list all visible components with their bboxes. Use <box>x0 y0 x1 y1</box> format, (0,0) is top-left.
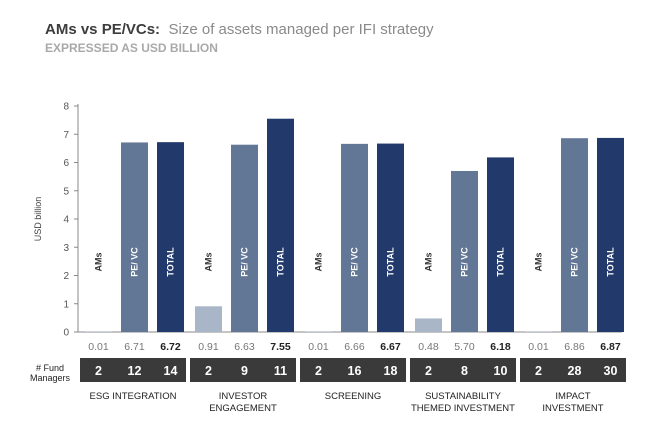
value-labels: 0.01 6.71 6.72 0.91 6.63 7.55 0.01 6.66 6.67 0.48… <box>88 341 621 353</box>
value-label: 0.01 <box>528 341 549 353</box>
category-label: SCREENING <box>325 391 381 402</box>
value-label: 6.86 <box>564 341 585 353</box>
bar-series-label: AMs <box>314 252 324 271</box>
fund-manager-count: 10 <box>494 364 508 378</box>
value-label: 6.67 <box>380 341 401 353</box>
category-label: THEMED INVESTMENT <box>411 403 515 414</box>
bar-ams <box>195 306 222 332</box>
fund-manager-count: 16 <box>348 364 362 378</box>
bar-ams <box>85 331 112 332</box>
fund-manager-count: 2 <box>205 364 212 378</box>
category-label: ENGAGEMENT <box>209 403 277 414</box>
chart-title-bold: AMs vs PE/VCs: <box>45 21 160 38</box>
y-tick-label: 0 <box>63 328 69 339</box>
fund-managers-label-line2: Managers <box>30 373 71 383</box>
fund-managers-row: 2 12 14 2 9 11 2 16 18 2 8 10 2 28 30 <box>80 358 626 382</box>
value-label: 0.01 <box>308 341 329 353</box>
bar-series-label: AMs <box>424 252 434 271</box>
value-label: 0.48 <box>418 341 439 353</box>
bar-series-label: PE/ VC <box>570 247 580 277</box>
value-label: 6.87 <box>600 341 621 353</box>
category-label: ESG INTEGRATION <box>90 391 177 402</box>
fund-manager-count: 12 <box>128 364 142 378</box>
bar-total <box>597 137 624 332</box>
chart-subtitle: EXPRESSED AS USD BILLION <box>45 41 218 55</box>
y-tick-label: 3 <box>63 243 69 254</box>
fund-manager-count: 30 <box>604 364 618 378</box>
chart-title: AMs vs PE/VCs: Size of assets managed pe… <box>45 21 434 38</box>
category-label: INVESTOR <box>219 391 268 402</box>
bar-series-label: PE/ VC <box>460 247 470 277</box>
value-label: 7.55 <box>270 341 291 353</box>
fund-manager-count: 8 <box>461 364 468 378</box>
bar-ams <box>305 331 332 332</box>
bar-ams <box>415 318 442 332</box>
fund-managers-box <box>80 358 186 382</box>
fund-manager-count: 28 <box>568 364 582 378</box>
bar-series-label: PE/ VC <box>130 247 140 277</box>
value-label: 5.70 <box>454 341 475 353</box>
fund-manager-count: 2 <box>535 364 542 378</box>
fund-manager-count: 9 <box>241 364 248 378</box>
y-tick-label: 5 <box>63 186 69 197</box>
bar-total <box>377 143 404 332</box>
fund-manager-count: 18 <box>384 364 398 378</box>
y-tick-label: 8 <box>63 102 69 113</box>
bar-pevc <box>121 142 148 332</box>
bar-series-label: AMs <box>204 252 214 271</box>
category-label: SUSTAINABILITY <box>425 391 502 402</box>
fund-manager-count: 2 <box>95 364 102 378</box>
value-label: 6.66 <box>344 341 365 353</box>
bar-total <box>487 157 514 332</box>
bar-pevc <box>231 144 258 332</box>
y-axis-label: USD billion <box>33 197 43 242</box>
fund-managers-box <box>300 358 406 382</box>
bar-series-label: PE/ VC <box>240 247 250 277</box>
chart-title-rest: Size of assets managed per IFI strategy <box>169 21 435 38</box>
y-tick-label: 7 <box>63 130 69 141</box>
fund-managers-label-line1: # Fund <box>36 363 64 373</box>
value-label: 0.01 <box>88 341 109 353</box>
category-label: INVESTMENT <box>542 403 603 414</box>
value-label: 6.71 <box>124 341 145 353</box>
bar-series-label: TOTAL <box>386 247 396 277</box>
bar-total <box>267 118 294 333</box>
fund-manager-count: 2 <box>425 364 432 378</box>
fund-manager-count: 2 <box>315 364 322 378</box>
bar-series-label: TOTAL <box>276 247 286 277</box>
bar-total <box>157 142 184 332</box>
y-tick-label: 4 <box>63 215 69 226</box>
fund-managers-box <box>520 358 626 382</box>
y-tick-label: 2 <box>63 271 69 282</box>
bar-series-label: TOTAL <box>606 247 616 277</box>
value-label: 0.91 <box>198 341 219 353</box>
fund-manager-count: 11 <box>274 364 287 378</box>
bars: AMs PE/ VC TOTAL AMs PE/ VC TOTAL AMs PE/ VC TOT… <box>85 118 624 333</box>
bar-series-label: TOTAL <box>166 247 176 277</box>
fund-managers-box <box>190 358 296 382</box>
bar-series-label: AMs <box>534 252 544 271</box>
y-tick-label: 6 <box>63 158 69 169</box>
value-label: 6.18 <box>490 341 511 353</box>
fund-manager-count: 14 <box>164 364 178 378</box>
category-label: IMPACT <box>555 391 590 402</box>
y-tick-label: 1 <box>63 299 69 310</box>
fund-managers-label: # Fund Managers <box>30 363 71 383</box>
bar-pevc <box>451 170 478 332</box>
bar-pevc <box>341 143 368 332</box>
fund-managers-box <box>410 358 516 382</box>
bar-pevc <box>561 138 588 332</box>
bar-ams <box>525 331 552 332</box>
bar-series-label: AMs <box>94 252 104 271</box>
value-label: 6.72 <box>160 341 181 353</box>
bar-series-label: TOTAL <box>496 247 506 277</box>
bar-series-label: PE/ VC <box>350 247 360 277</box>
value-label: 6.63 <box>234 341 255 353</box>
